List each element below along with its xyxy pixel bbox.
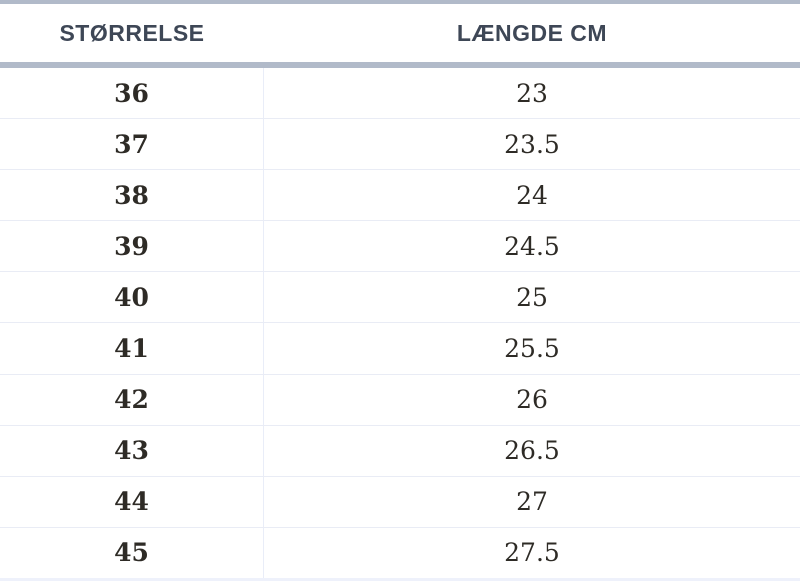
table-row: 38 24	[0, 170, 800, 222]
cell-size: 40	[0, 272, 264, 323]
cell-length: 27.5	[504, 538, 560, 568]
cell-size: 38	[0, 170, 264, 221]
table-row: 39 24.5	[0, 221, 800, 273]
cell-size: 44	[0, 476, 264, 527]
cell-size: 45	[0, 527, 264, 578]
cell-length: 25.5	[504, 334, 560, 364]
cell-size: 41	[0, 323, 264, 374]
cell-size: 42	[0, 374, 264, 425]
cell-length: 27	[516, 487, 548, 517]
table-row: 43 26.5	[0, 425, 800, 477]
header-cell-size: STØRRELSE	[59, 19, 205, 46]
header-separator	[0, 62, 800, 68]
cell-length: 26	[516, 385, 548, 415]
table-row: 42 26	[0, 374, 800, 426]
table-row: 45 27.5	[0, 527, 800, 581]
cell-length: 26.5	[504, 436, 560, 466]
cell-size: 37	[0, 119, 264, 170]
cell-length: 24.5	[504, 231, 560, 261]
cell-length: 23	[516, 78, 548, 108]
table-row: 40 25	[0, 272, 800, 324]
table-row: 37 23.5	[0, 119, 800, 171]
cell-length: 23.5	[504, 129, 560, 159]
header-cell-length: LÆNGDE CM	[456, 19, 608, 46]
table-row: 36 23	[0, 68, 800, 120]
table-row: 44 27	[0, 476, 800, 528]
cell-size: 39	[0, 221, 264, 272]
cell-size: 36	[0, 68, 264, 119]
cell-length: 25	[516, 282, 548, 312]
table-header: STØRRELSE LÆNGDE CM	[0, 4, 800, 62]
table-row: 41 25.5	[0, 323, 800, 375]
cell-size: 43	[0, 425, 264, 476]
cell-length: 24	[516, 180, 548, 210]
table-body: 36 23 37 23.5 38 24 39 24.5 40 25 41 25.…	[0, 68, 800, 581]
